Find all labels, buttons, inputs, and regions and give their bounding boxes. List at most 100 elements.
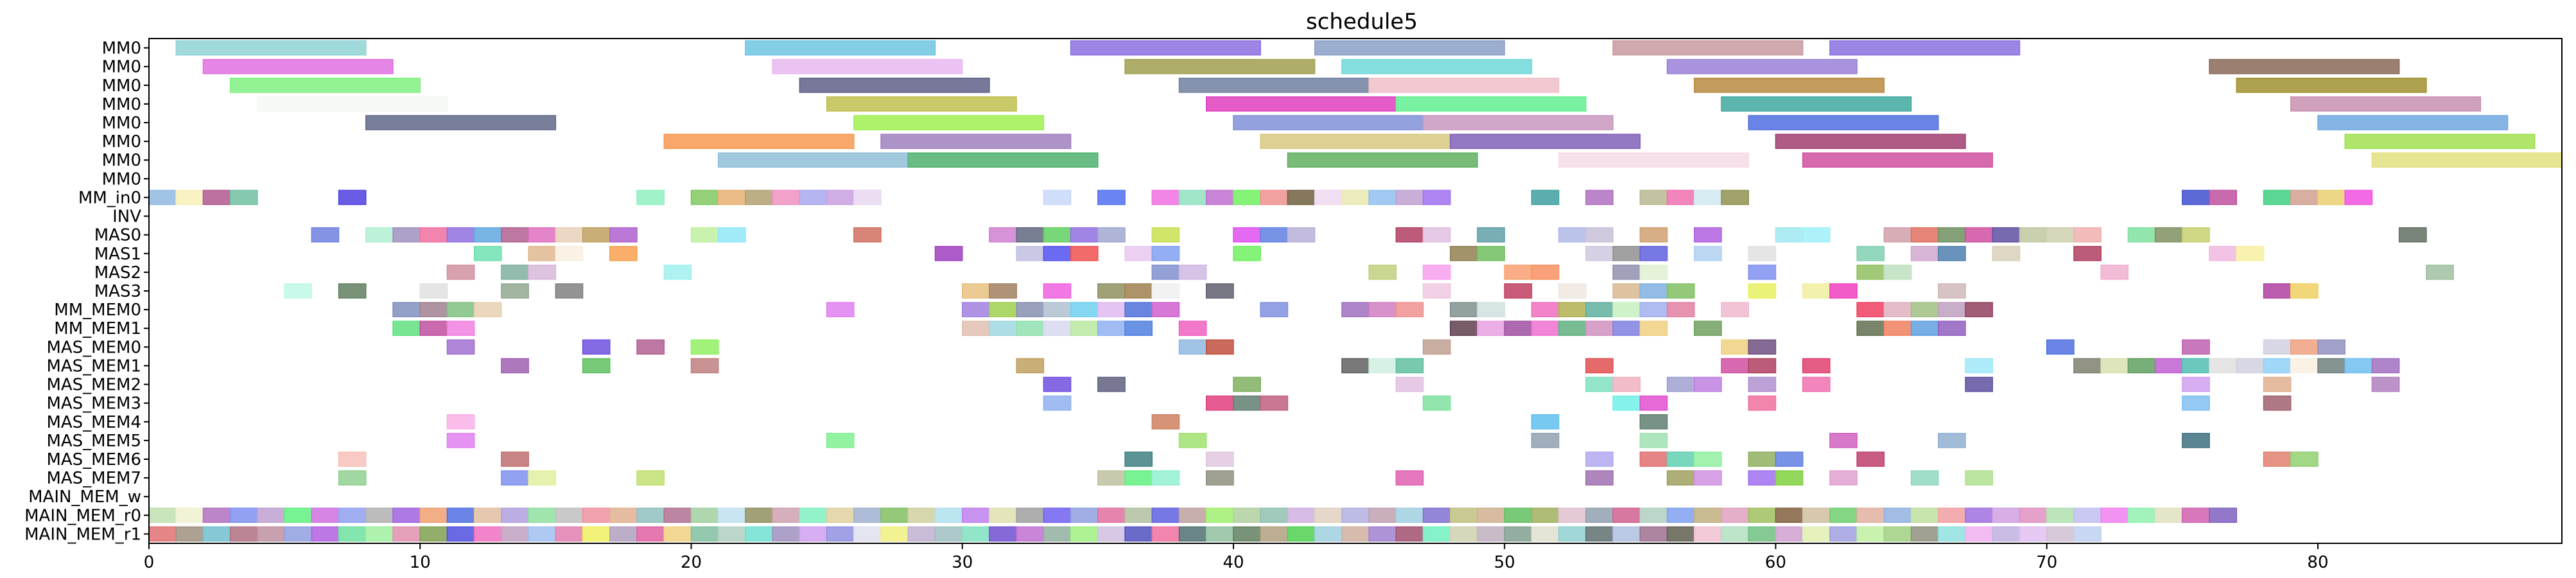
task-bar (2209, 245, 2238, 261)
task-bar (1178, 339, 1207, 355)
task-bar (1395, 358, 1424, 374)
task-bar (1395, 189, 1424, 206)
task-bar (365, 115, 557, 130)
task-bar (202, 58, 394, 74)
task-bar (1531, 320, 1560, 337)
task-bar (284, 283, 313, 299)
task-bar (1097, 376, 1126, 392)
row-label: MAS_MEM5 (46, 432, 141, 451)
task-bar (1287, 507, 1316, 523)
task-bar (1097, 189, 1126, 206)
task-bar (907, 526, 936, 542)
task-bar (2182, 395, 2210, 411)
row-label: MAS_MEM0 (46, 338, 141, 357)
task-bar (799, 189, 828, 206)
task-bar (1585, 526, 1614, 542)
task-bar (2209, 507, 2238, 523)
task-bar (1992, 507, 2021, 523)
task-bar (1422, 227, 1451, 243)
task-bar (1151, 470, 1180, 486)
task-bar (1639, 265, 1668, 280)
task-bar (555, 245, 584, 261)
task-bar (1395, 376, 1424, 392)
task-bar (1450, 245, 1478, 261)
task-bar (1910, 302, 1939, 317)
task-bar (528, 470, 557, 486)
row-label: MAS0 (94, 226, 141, 245)
task-bar (1992, 227, 2021, 243)
task-bar (1070, 245, 1099, 261)
task-bar (311, 227, 340, 243)
task-bar (1612, 245, 1641, 261)
task-bar (1504, 265, 1533, 280)
task-bar (961, 526, 990, 542)
task-bar (2073, 507, 2102, 523)
task-bar (1422, 507, 1451, 523)
task-bar (1910, 227, 1939, 243)
task-bar (1802, 227, 1831, 243)
task-bar (1151, 526, 1180, 542)
task-bar (1883, 526, 1912, 542)
task-bar (1612, 302, 1641, 317)
task-bar (636, 470, 665, 486)
task-bar (1260, 507, 1289, 523)
task-bar (1965, 507, 1994, 523)
task-bar (2317, 115, 2509, 130)
task-bar (1178, 433, 1207, 448)
task-bar (1992, 526, 2021, 542)
task-bar (2344, 358, 2373, 374)
task-bar (1721, 358, 1750, 374)
task-bar (1666, 507, 1695, 523)
task-bar (1829, 526, 1858, 542)
task-bar (392, 227, 421, 243)
task-bar (2209, 189, 2238, 206)
task-bar (365, 526, 394, 542)
task-bar (1612, 376, 1641, 392)
task-bar (392, 320, 421, 337)
task-bar (473, 302, 502, 317)
chart-title: schedule5 (1306, 9, 1418, 35)
task-bar (1314, 507, 1343, 523)
task-bar (1748, 339, 1777, 355)
task-bar (1666, 283, 1695, 299)
task-bar (1531, 302, 1560, 317)
task-bar (1043, 227, 1072, 243)
task-bar (311, 526, 340, 542)
x-tick-label: 10 (410, 553, 431, 572)
x-tick-label: 70 (2036, 553, 2057, 572)
task-bar (1151, 414, 1180, 430)
task-bar (1206, 339, 1234, 355)
task-bar (175, 526, 204, 542)
task-bar (1883, 265, 1912, 280)
task-bar (473, 245, 502, 261)
x-tick-label: 50 (1494, 553, 1515, 572)
task-bar (1910, 470, 1939, 486)
task-bar (1450, 507, 1478, 523)
task-bar (1856, 245, 1885, 261)
row-label: INV (112, 207, 141, 227)
task-bar (2046, 227, 2075, 243)
task-bar (2290, 189, 2319, 206)
task-bar (1639, 189, 1668, 206)
task-bar (1341, 358, 1370, 374)
task-bar (1151, 507, 1180, 523)
task-bar (1721, 526, 1750, 542)
task-bar (1395, 526, 1424, 542)
task-bar (1016, 320, 1045, 337)
task-bar (582, 358, 611, 374)
task-bar (1829, 433, 1858, 448)
x-tick-label: 40 (1223, 553, 1244, 572)
task-bar (2154, 358, 2183, 374)
task-bar (202, 189, 231, 206)
task-bar (2046, 526, 2075, 542)
task-bar (826, 507, 855, 523)
task-bar (1965, 302, 1994, 317)
task-bar (1910, 245, 1939, 261)
row-label: MM_in0 (78, 188, 141, 207)
task-bar (1395, 302, 1424, 317)
task-bar (528, 245, 557, 261)
task-bar (582, 339, 611, 355)
task-bar (880, 526, 909, 542)
row-label: MM0 (102, 76, 141, 96)
task-bar (1233, 245, 1261, 261)
